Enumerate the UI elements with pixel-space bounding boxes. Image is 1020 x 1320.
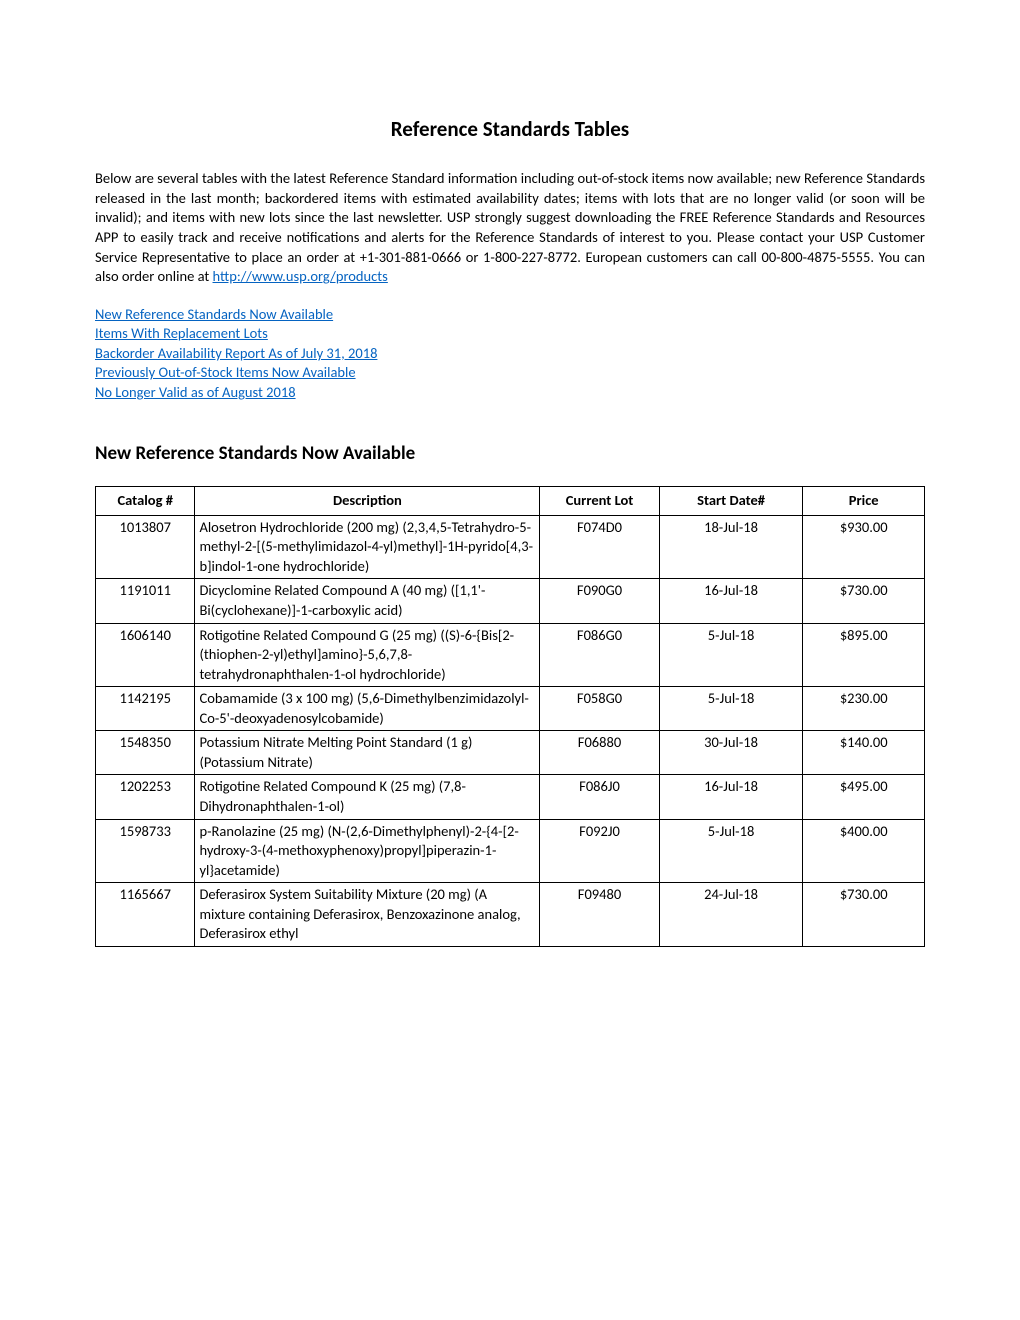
- nav-links: New Reference Standards Now Available It…: [95, 305, 925, 403]
- products-link[interactable]: http://www.usp.org/products: [213, 267, 388, 285]
- table-cell: 5-Jul-18: [659, 819, 803, 883]
- table-cell: $495.00: [803, 775, 925, 819]
- table-cell: 1202253: [96, 775, 195, 819]
- table-cell: 1013807: [96, 515, 195, 579]
- reference-standards-table: Catalog # Description Current Lot Start …: [95, 486, 925, 947]
- table-cell: Potassium Nitrate Melting Point Standard…: [195, 731, 540, 775]
- table-cell: 1165667: [96, 883, 195, 947]
- table-cell: F06880: [540, 731, 659, 775]
- table-cell: Alosetron Hydrochloride (200 mg) (2,3,4,…: [195, 515, 540, 579]
- col-price: Price: [803, 487, 925, 516]
- table-cell: Deferasirox System Suitability Mixture (…: [195, 883, 540, 947]
- col-start-date: Start Date#: [659, 487, 803, 516]
- table-header-row: Catalog # Description Current Lot Start …: [96, 487, 925, 516]
- table-cell: F086J0: [540, 775, 659, 819]
- table-cell: Cobamamide (3 x 100 mg) (5,6-Dimethylben…: [195, 687, 540, 731]
- col-current-lot: Current Lot: [540, 487, 659, 516]
- table-cell: 1598733: [96, 819, 195, 883]
- table-cell: F092J0: [540, 819, 659, 883]
- col-catalog: Catalog #: [96, 487, 195, 516]
- table-row: 1142195Cobamamide (3 x 100 mg) (5,6-Dime…: [96, 687, 925, 731]
- table-cell: 18-Jul-18: [659, 515, 803, 579]
- table-cell: $400.00: [803, 819, 925, 883]
- section-heading: New Reference Standards Now Available: [95, 441, 925, 467]
- intro-paragraph: Below are several tables with the latest…: [95, 169, 925, 286]
- table-cell: $730.00: [803, 579, 925, 623]
- table-cell: 24-Jul-18: [659, 883, 803, 947]
- table-cell: Rotigotine Related Compound G (25 mg) ((…: [195, 623, 540, 687]
- table-cell: $140.00: [803, 731, 925, 775]
- nav-link-new-standards[interactable]: New Reference Standards Now Available: [95, 305, 333, 323]
- nav-link-backorder-report[interactable]: Backorder Availability Report As of July…: [95, 344, 377, 362]
- table-cell: 30-Jul-18: [659, 731, 803, 775]
- col-description: Description: [195, 487, 540, 516]
- table-cell: F086G0: [540, 623, 659, 687]
- table-cell: F09480: [540, 883, 659, 947]
- nav-link-out-of-stock[interactable]: Previously Out-of-Stock Items Now Availa…: [95, 363, 356, 381]
- table-row: 1013807Alosetron Hydrochloride (200 mg) …: [96, 515, 925, 579]
- table-cell: F058G0: [540, 687, 659, 731]
- table-row: 1191011Dicyclomine Related Compound A (4…: [96, 579, 925, 623]
- table-cell: 1606140: [96, 623, 195, 687]
- table-row: 1598733p-Ranolazine (25 mg) (N-(2,6-Dime…: [96, 819, 925, 883]
- table-row: 1202253Rotigotine Related Compound K (25…: [96, 775, 925, 819]
- table-cell: $930.00: [803, 515, 925, 579]
- table-row: 1165667Deferasirox System Suitability Mi…: [96, 883, 925, 947]
- table-cell: $730.00: [803, 883, 925, 947]
- table-cell: p-Ranolazine (25 mg) (N-(2,6-Dimethylphe…: [195, 819, 540, 883]
- table-cell: 16-Jul-18: [659, 775, 803, 819]
- nav-link-no-longer-valid[interactable]: No Longer Valid as of August 2018: [95, 383, 296, 401]
- table-cell: F074D0: [540, 515, 659, 579]
- table-cell: $895.00: [803, 623, 925, 687]
- table-cell: 5-Jul-18: [659, 687, 803, 731]
- page-title: Reference Standards Tables: [95, 115, 925, 143]
- table-cell: F090G0: [540, 579, 659, 623]
- table-cell: 1548350: [96, 731, 195, 775]
- table-cell: 1191011: [96, 579, 195, 623]
- table-cell: Rotigotine Related Compound K (25 mg) (7…: [195, 775, 540, 819]
- table-cell: 5-Jul-18: [659, 623, 803, 687]
- table-cell: $230.00: [803, 687, 925, 731]
- table-cell: 1142195: [96, 687, 195, 731]
- table-cell: 16-Jul-18: [659, 579, 803, 623]
- table-cell: Dicyclomine Related Compound A (40 mg) (…: [195, 579, 540, 623]
- table-row: 1606140Rotigotine Related Compound G (25…: [96, 623, 925, 687]
- table-row: 1548350Potassium Nitrate Melting Point S…: [96, 731, 925, 775]
- nav-link-replacement-lots[interactable]: Items With Replacement Lots: [95, 324, 268, 342]
